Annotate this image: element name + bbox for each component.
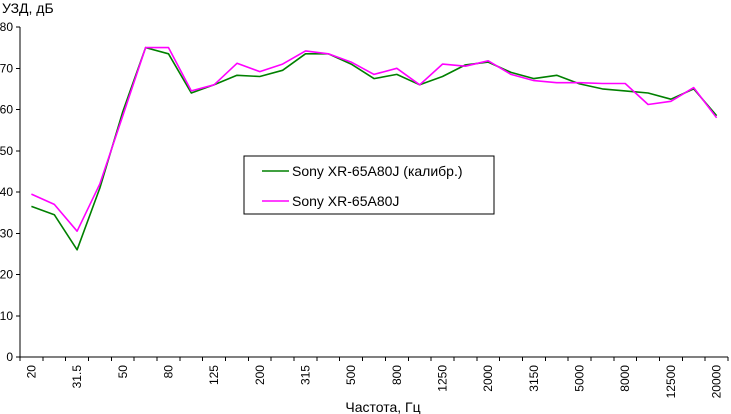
- y-tick-label: 60: [0, 103, 13, 117]
- x-tick-label: 20000: [710, 365, 724, 399]
- x-axis-title: Частота, Гц: [345, 399, 420, 414]
- x-tick-label: 500: [344, 365, 358, 385]
- x-tick-label: 125: [207, 365, 221, 385]
- y-tick-label: 40: [0, 185, 13, 199]
- x-tick-label: 8000: [618, 365, 632, 392]
- x-tick-label: 200: [253, 365, 267, 385]
- x-tick-label: 3150: [527, 365, 541, 392]
- series-line-uncalibrated: [31, 46, 718, 232]
- series-layer: [31, 46, 718, 251]
- y-tick-label: 0: [6, 350, 13, 364]
- y-axis-title: УЗД, дБ: [2, 0, 54, 16]
- x-tick-label: 800: [390, 365, 404, 385]
- x-tick-label: 2000: [481, 365, 495, 392]
- x-tick-label: 80: [161, 365, 175, 379]
- legend-label-uncalibrated: Sony XR-65A80J: [292, 193, 399, 209]
- axes: 0 10 20 30 40 50 60 70 80 20 31.5 50 80 125 200 315 500 8…: [0, 20, 729, 399]
- x-tick-label: 5000: [573, 365, 587, 392]
- y-tick-label: 80: [0, 20, 13, 34]
- x-tick-label: 1250: [436, 365, 450, 392]
- y-tick-label: 50: [0, 144, 13, 158]
- x-tick-label: 12500: [664, 365, 678, 399]
- y-tick-label: 20: [0, 268, 13, 282]
- legend: Sony XR-65A80J (калибр.) Sony XR-65A80J: [243, 155, 495, 215]
- series-line-calibrated: [31, 46, 718, 251]
- y-tick-label: 10: [0, 309, 13, 323]
- y-tick-label: 30: [0, 226, 13, 240]
- legend-label-calibrated: Sony XR-65A80J (калибр.): [292, 163, 463, 179]
- y-tick-label: 70: [0, 61, 13, 75]
- x-tick-label: 50: [116, 365, 130, 379]
- legend-box: [243, 155, 495, 215]
- x-tick-label: 31.5: [70, 365, 84, 389]
- x-tick-label: 315: [298, 365, 312, 385]
- x-tick-label: 20: [24, 365, 38, 379]
